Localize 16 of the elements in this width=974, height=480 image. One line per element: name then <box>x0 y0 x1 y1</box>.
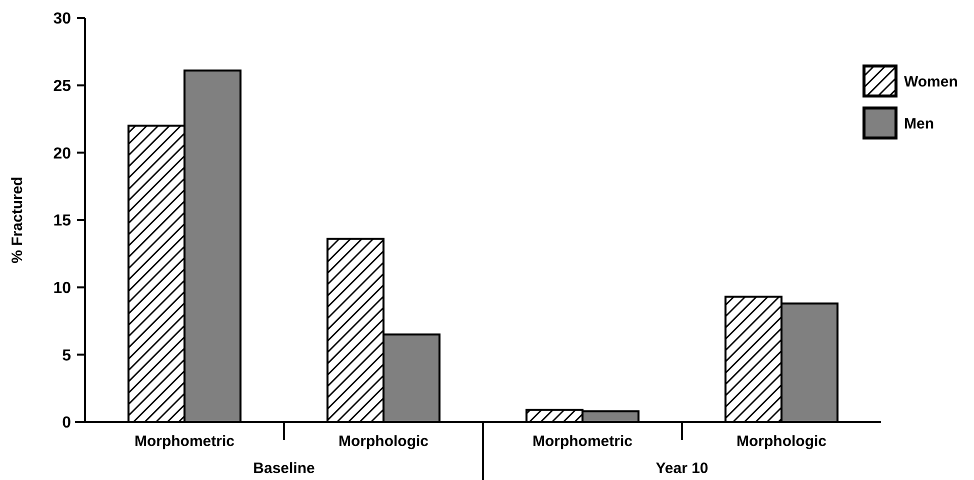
legend-label: Women <box>904 73 958 90</box>
y-tick-label: 25 <box>53 78 72 95</box>
y-tick-label: 10 <box>53 280 72 297</box>
y-tick-label: 20 <box>53 145 72 162</box>
text: Year 10 <box>656 460 708 477</box>
x-tick-label: Morphologic <box>736 433 826 450</box>
y-tick-label: 0 <box>62 414 72 432</box>
legend-label: Men <box>904 115 934 132</box>
y-tick-label: 5 <box>62 347 72 364</box>
x-tick-label: Morphologic <box>338 433 428 450</box>
y-tick-label: 30 <box>53 10 72 28</box>
y-axis-title: % Fractured <box>9 176 26 264</box>
text: Baseline <box>253 460 315 477</box>
x-tick-label: Morphometric <box>134 433 235 450</box>
x-tick-label: Morphometric <box>532 433 633 450</box>
y-tick-label: 15 <box>53 212 72 230</box>
